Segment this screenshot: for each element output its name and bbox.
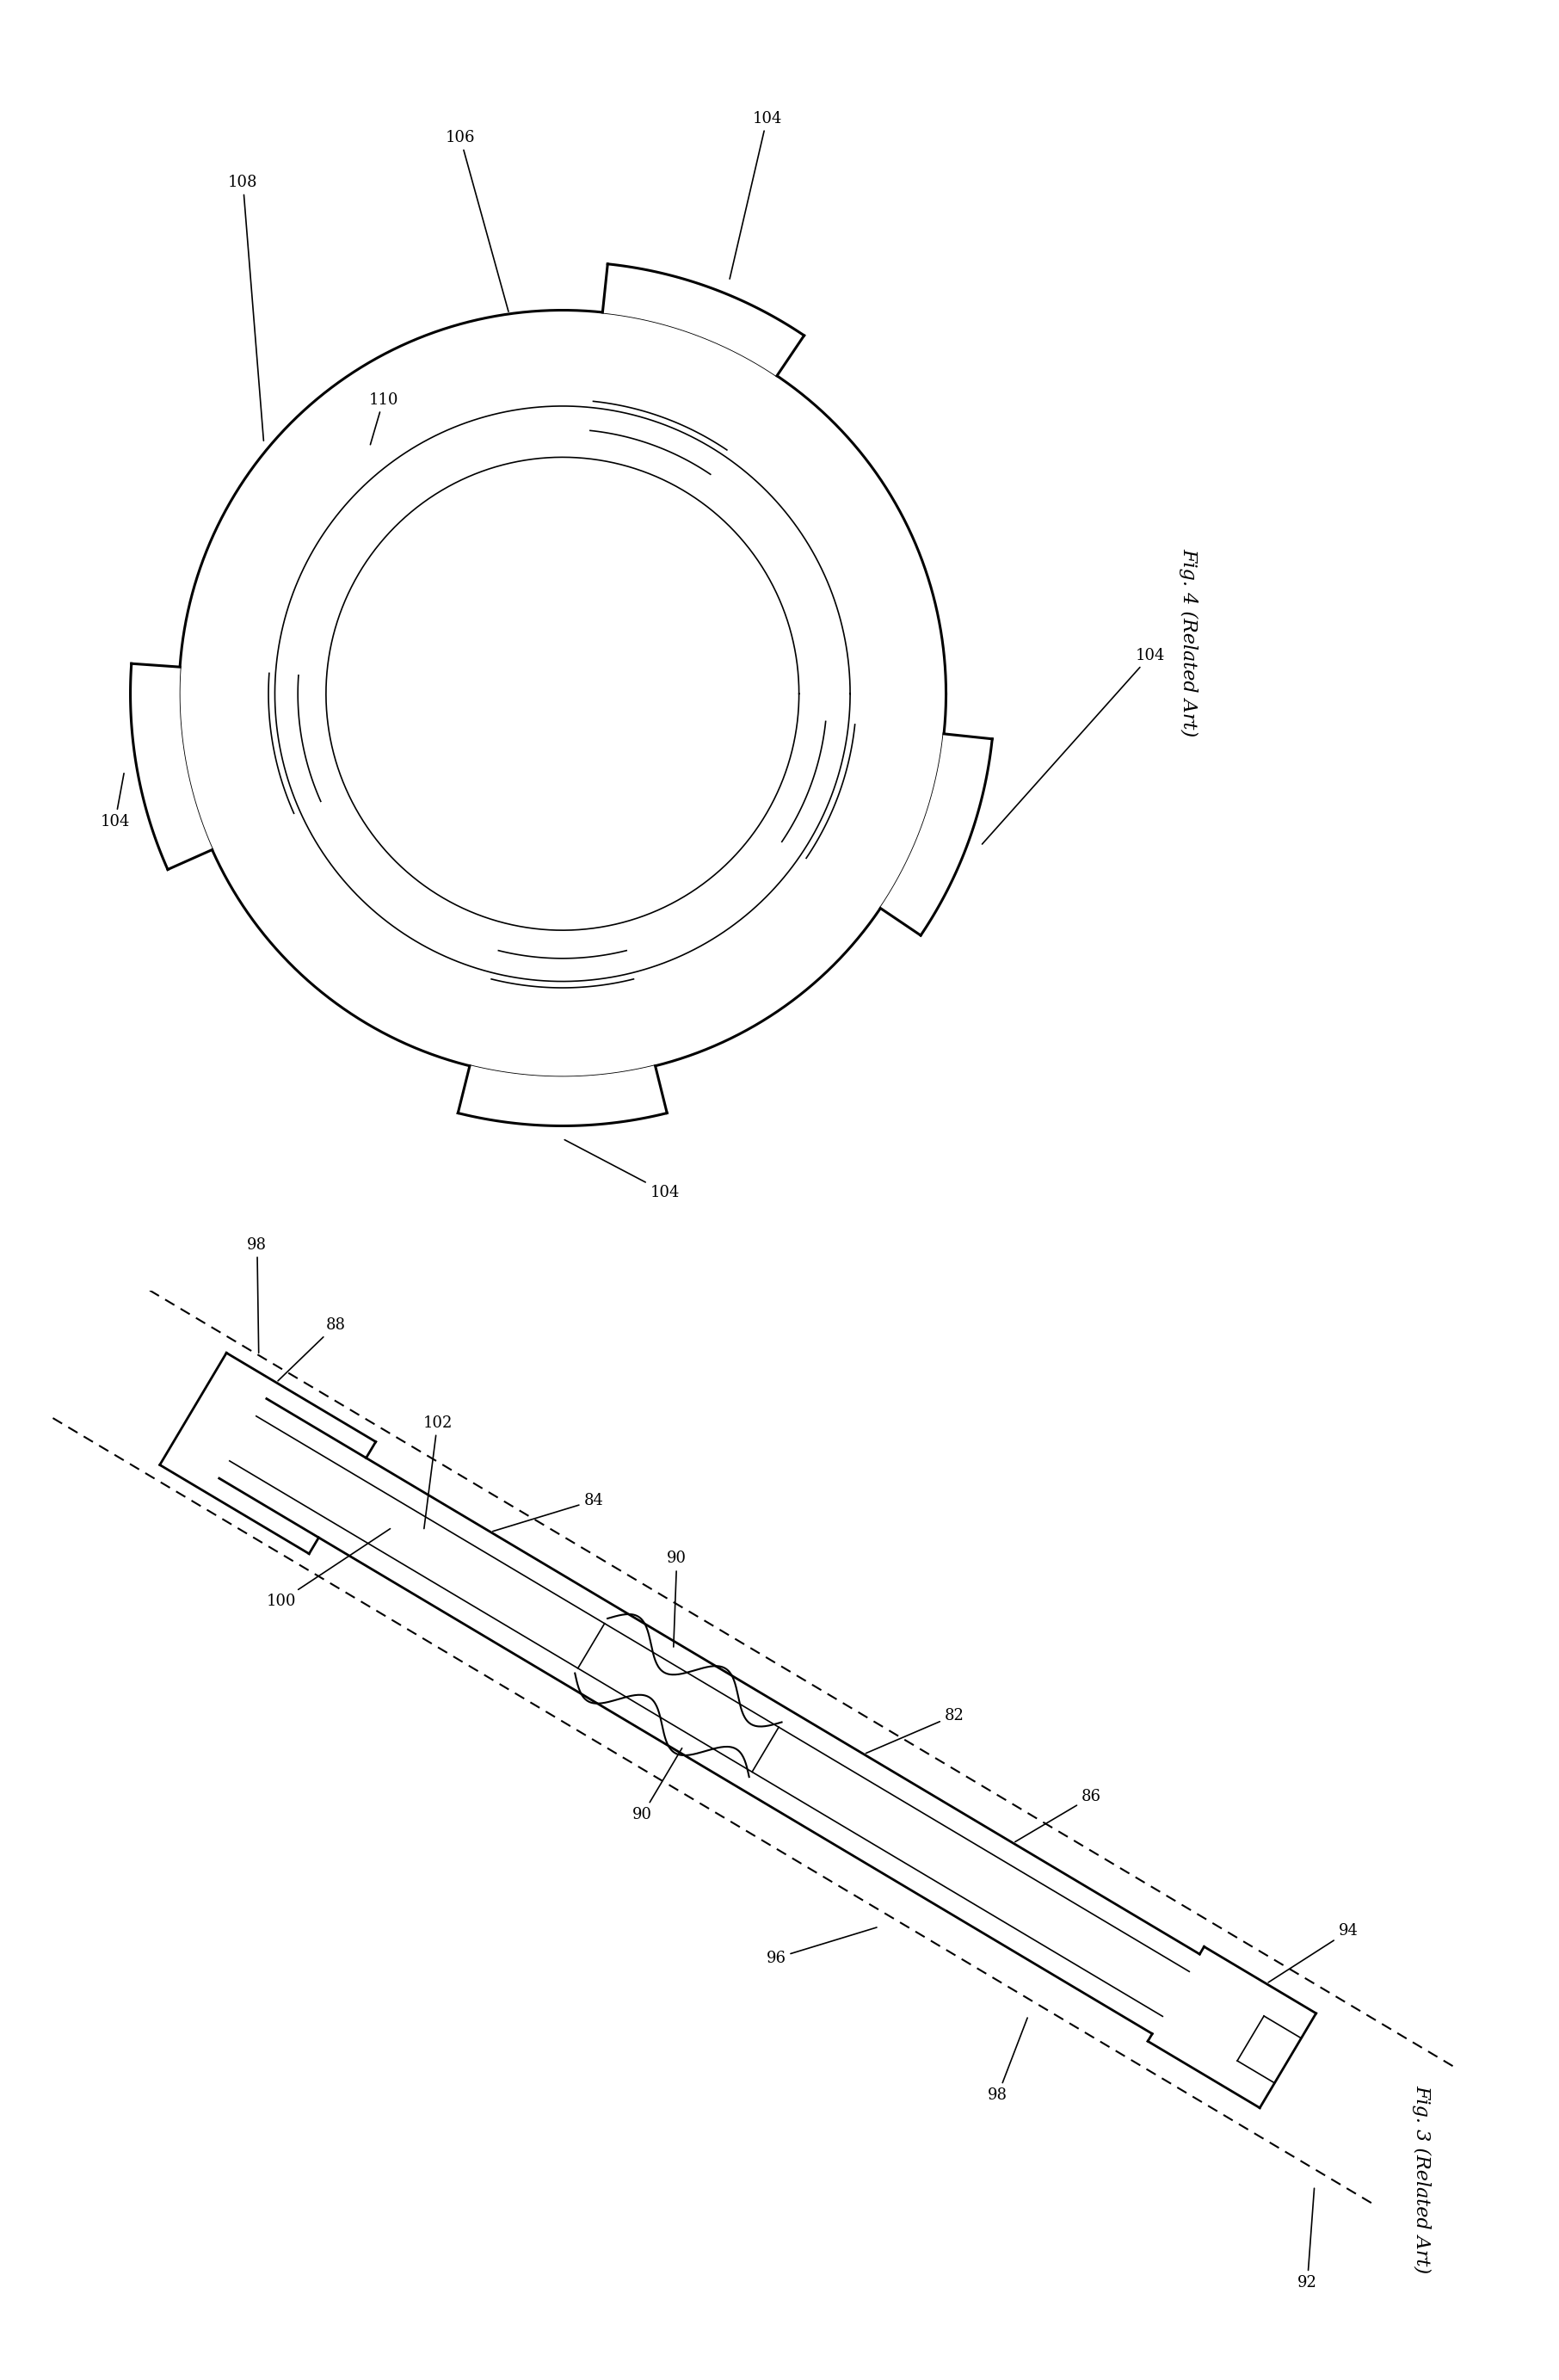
Text: 98: 98 (988, 2018, 1027, 2104)
Text: 92: 92 (1297, 2187, 1317, 2290)
Text: 110: 110 (368, 393, 399, 445)
Text: 96: 96 (765, 1928, 876, 1966)
Text: 98: 98 (248, 1238, 267, 1352)
Text: 104: 104 (730, 112, 781, 278)
Text: 100: 100 (267, 1528, 390, 1609)
Text: 108: 108 (228, 174, 263, 440)
Text: 104: 104 (100, 774, 129, 828)
Text: 88: 88 (278, 1319, 346, 1380)
Text: Fig. 4 (Related Art): Fig. 4 (Related Art) (1180, 547, 1199, 738)
Text: 90: 90 (667, 1552, 686, 1647)
Polygon shape (458, 1066, 667, 1126)
Text: 84: 84 (493, 1492, 603, 1530)
Text: 82: 82 (865, 1706, 963, 1754)
Text: 104: 104 (564, 1140, 680, 1200)
Polygon shape (881, 733, 992, 935)
Polygon shape (131, 664, 212, 869)
Text: 86: 86 (1015, 1790, 1101, 1842)
Text: 104: 104 (982, 647, 1165, 845)
Polygon shape (603, 264, 804, 376)
Text: 94: 94 (1269, 1923, 1358, 1983)
Text: 90: 90 (633, 1749, 681, 1823)
Text: 106: 106 (446, 131, 508, 312)
Text: Fig. 3 (Related Art): Fig. 3 (Related Art) (1412, 2085, 1431, 2273)
Text: 102: 102 (422, 1416, 452, 1528)
